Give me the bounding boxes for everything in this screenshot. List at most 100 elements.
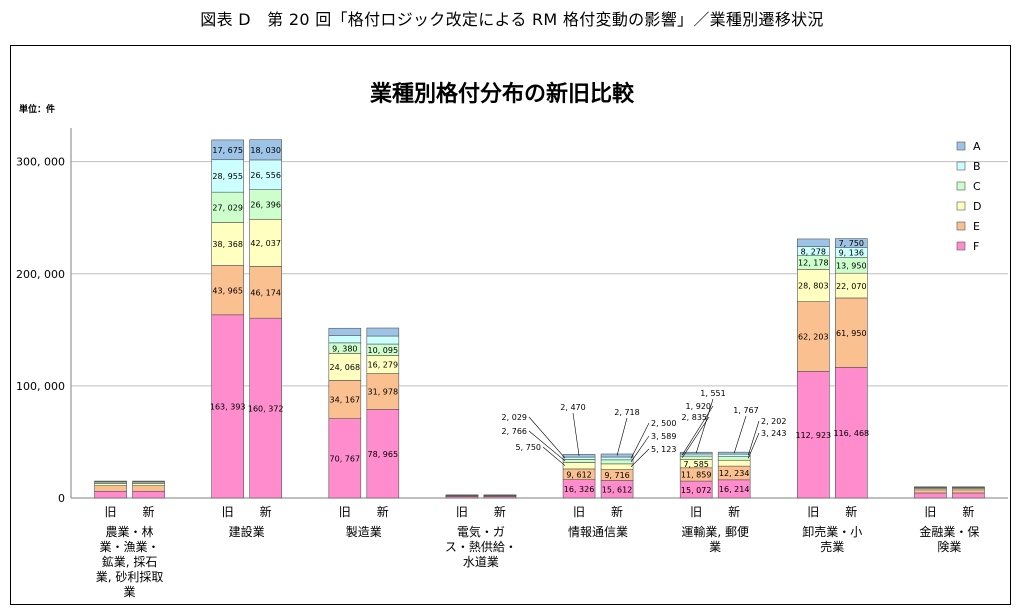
callout-leader — [572, 412, 580, 456]
bar-segment-E — [914, 489, 947, 494]
bar-segment-D — [211, 222, 244, 266]
bar-segment-F — [328, 418, 362, 499]
legend-swatch-D — [956, 201, 966, 211]
bar-segment-E — [835, 297, 868, 368]
callout-leader — [630, 422, 650, 459]
bar-segment-D — [600, 463, 634, 470]
legend-entry: C — [973, 180, 981, 193]
data-label: 2, 500 — [651, 419, 676, 428]
bar-segment-A — [835, 238, 868, 248]
data-label: 2, 835 — [682, 413, 707, 422]
data-label: 26, 556 — [250, 171, 281, 180]
bar-segment-B — [600, 456, 634, 461]
category-label: 建設業 — [229, 524, 265, 539]
bar-segment-F — [835, 367, 868, 499]
data-label: 2, 029 — [502, 413, 527, 422]
data-label: 2, 766 — [502, 427, 527, 436]
data-label: 12, 178 — [798, 259, 829, 268]
data-label: 31, 978 — [368, 388, 399, 397]
bar-segment-F — [249, 317, 282, 499]
callout-leader — [681, 416, 710, 458]
bar-segment-E — [797, 301, 830, 372]
bar-label-new: 新 — [728, 504, 740, 519]
bar-segment-E — [366, 373, 400, 410]
legend-swatch-C — [956, 181, 966, 191]
bar-segment-E — [211, 265, 244, 316]
data-label: 5, 123 — [651, 445, 676, 454]
data-label: 46, 174 — [250, 289, 281, 298]
callout-leader — [630, 435, 650, 463]
legend-swatch-A — [956, 141, 966, 151]
data-label: 7, 750 — [839, 239, 864, 248]
category-label: 情報通信業 — [568, 525, 628, 539]
data-label: 112, 923 — [796, 431, 832, 440]
data-label: 15, 612 — [602, 485, 633, 494]
data-label: 2, 718 — [614, 408, 639, 417]
category-label: 業 — [709, 540, 721, 554]
bar-segment-F — [797, 371, 830, 499]
bar-label-old: 旧 — [339, 505, 351, 519]
bar-label-old: 旧 — [456, 505, 468, 519]
legend-swatch-F — [956, 241, 966, 251]
bar-segment-B — [328, 335, 362, 344]
data-label: 9, 380 — [332, 344, 357, 353]
bar-segment-B — [366, 335, 400, 345]
data-label: 43, 965 — [212, 286, 243, 295]
data-label: 9, 136 — [839, 249, 864, 258]
data-label: 24, 068 — [330, 363, 361, 372]
bar-label-new: 新 — [845, 504, 857, 519]
data-label: 9, 612 — [566, 471, 591, 480]
callout-leader — [681, 405, 714, 456]
category-label: 業, 砂利採取 — [96, 570, 164, 584]
bar-label-old: 旧 — [105, 505, 117, 519]
data-label: 9, 716 — [604, 471, 629, 480]
bar-segment-B — [562, 456, 596, 460]
bar-segment-F — [914, 492, 947, 499]
bar-segment-B — [717, 453, 751, 457]
bar-segment-C — [562, 459, 596, 463]
bar-segment-A — [328, 327, 362, 336]
category-label: 卸売業・小 — [802, 524, 862, 539]
callout-leader — [528, 430, 566, 462]
category-label: ス・熱供給・ — [445, 540, 517, 554]
bar-label-new: 新 — [494, 504, 506, 519]
legend-entry: D — [973, 200, 981, 213]
bar-label-new: 新 — [377, 504, 389, 519]
plot-area: 0 100, 000 200, 000 300, 000 旧 新農業・林業・漁業・鉱業, … — [16, 128, 1008, 599]
callout-leader — [747, 420, 760, 456]
data-label: 116, 468 — [834, 429, 870, 438]
data-label: 16, 326 — [564, 485, 595, 494]
data-label: 1, 920 — [686, 402, 711, 411]
data-label: 28, 955 — [212, 172, 243, 181]
bar-segment-C — [679, 455, 713, 460]
bar-segment-D — [717, 459, 751, 467]
bar-segment-D — [797, 269, 830, 302]
data-label: 2, 470 — [560, 403, 585, 412]
callout-leader — [616, 417, 628, 456]
bar-segment-A — [249, 139, 282, 161]
bar-segment-F — [366, 409, 400, 499]
y-tick-label: 300, 000 — [16, 156, 65, 169]
y-tick-label: 200, 000 — [16, 268, 65, 281]
bar-segment-D — [562, 462, 596, 470]
data-label: 61, 950 — [836, 329, 867, 338]
bar-segment-F — [211, 314, 244, 499]
category-label: 金融業・保 — [919, 524, 979, 539]
data-label: 3, 243 — [761, 429, 786, 438]
bar-segment-B — [211, 159, 244, 193]
data-label: 2, 202 — [761, 417, 786, 426]
data-label: 15, 072 — [681, 486, 712, 495]
category-label: 業・漁業・ — [100, 540, 160, 554]
chart-title: 業種別格付分布の新旧比較 — [370, 81, 635, 107]
bar-label-old: 旧 — [924, 505, 936, 519]
bar-label-new: 新 — [260, 504, 272, 519]
stacked-bar-chart: 業種別格付分布の新旧比較 単位：件 0 100, 000 200, 000 300, … — [16, 81, 1008, 599]
callout-leader — [733, 415, 747, 454]
bar-label-new: 新 — [143, 504, 155, 519]
callout-leader — [695, 398, 714, 454]
legend-entry: E — [973, 220, 980, 233]
category-label: 水道業 — [463, 555, 499, 569]
category-label: 製造業 — [346, 525, 382, 539]
bar-segment-D — [249, 218, 282, 267]
